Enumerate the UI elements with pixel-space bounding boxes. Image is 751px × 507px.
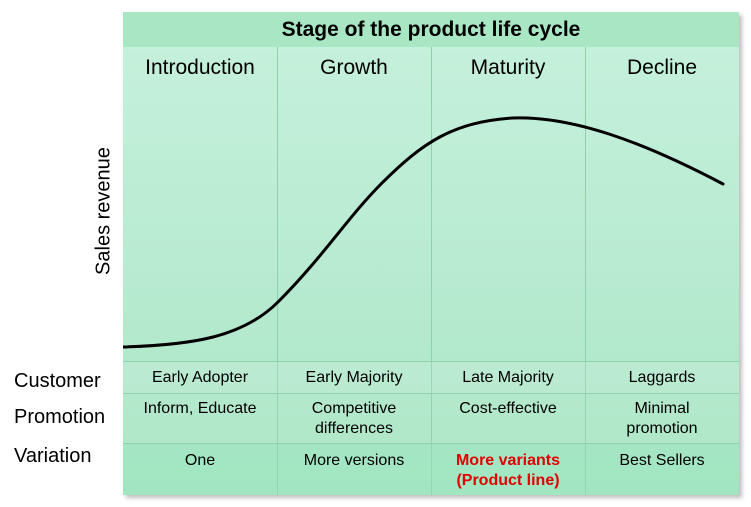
variation-cell-highlight: More variants (Product line) — [455, 452, 561, 489]
customer-row — [123, 361, 739, 393]
row-label-customer: Customer — [14, 370, 101, 392]
customer-cell: Laggards — [628, 369, 696, 386]
y-axis-label: Sales revenue — [92, 147, 115, 275]
customer-cell: Late Majority — [462, 369, 554, 386]
variation-row — [123, 443, 739, 495]
stage-decline: Decline — [626, 56, 698, 79]
promotion-cell: Cost-effective — [459, 400, 557, 417]
row-label-variation: Variation — [14, 445, 92, 467]
sales-curve — [123, 116, 725, 349]
variation-cell: Best Sellers — [619, 452, 705, 469]
promotion-cell: Inform, Educate — [143, 400, 257, 417]
sales-curve-chart — [123, 116, 725, 349]
life-cycle-panel: Stage of the product life cycle Introduc… — [123, 12, 739, 495]
stage-introduction: Introduction — [145, 56, 255, 79]
row-divider — [123, 361, 739, 362]
promotion-cell: Minimal promotion — [626, 400, 698, 437]
promotion-row — [123, 393, 739, 443]
row-divider — [123, 443, 739, 444]
customer-cell: Early Adopter — [151, 369, 249, 386]
diagram-title: Stage of the product life cycle — [123, 12, 739, 47]
stage-divider — [431, 47, 432, 495]
variation-cell: One — [184, 452, 216, 469]
stage-maturity: Maturity — [470, 56, 546, 79]
promotion-cell: Competitive differences — [311, 400, 397, 437]
variation-cell: More versions — [303, 452, 405, 469]
row-divider — [123, 393, 739, 394]
row-label-promotion: Promotion — [14, 406, 106, 428]
stage-growth: Growth — [320, 56, 388, 79]
customer-cell: Early Majority — [305, 369, 403, 386]
stage-divider — [585, 47, 586, 495]
stage-divider — [277, 47, 278, 495]
